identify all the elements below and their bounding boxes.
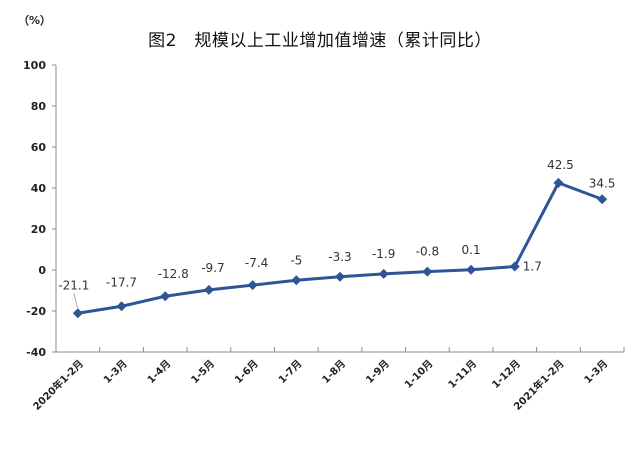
data-point-marker	[247, 280, 258, 291]
y-tick-label: 0	[38, 264, 46, 277]
data-label: -12.8	[158, 267, 189, 281]
x-tick-label: 1-7月	[276, 358, 304, 386]
y-tick-label: 60	[31, 141, 47, 154]
x-tick-label: 1-3月	[101, 358, 129, 386]
y-tick-label: -40	[26, 346, 46, 359]
y-tick-label: 40	[31, 182, 47, 195]
data-label: 34.5	[589, 176, 616, 190]
y-tick-label: 80	[31, 100, 47, 113]
data-label: -3.3	[328, 250, 351, 264]
x-tick-label: 1-10月	[402, 358, 435, 391]
data-label: 1.7	[523, 260, 542, 274]
data-point-marker	[335, 271, 345, 282]
data-point-marker	[553, 177, 564, 188]
data-label: -0.8	[416, 245, 439, 259]
x-tick-label: 1-6月	[232, 358, 260, 386]
x-tick-label: 1-9月	[363, 358, 391, 386]
data-label: -7.4	[245, 256, 268, 270]
x-tick-label: 1-5月	[189, 358, 217, 386]
data-point-marker	[160, 291, 171, 302]
x-tick-label: 1-12月	[490, 358, 523, 391]
data-label: -17.7	[106, 275, 137, 289]
data-point-marker	[597, 194, 608, 205]
x-tick-label: 1-4月	[145, 358, 173, 386]
data-point-marker	[72, 308, 83, 319]
leader-line	[73, 293, 79, 310]
x-tick-label: 1-11月	[446, 358, 479, 391]
data-point-marker	[466, 264, 477, 275]
data-point-marker	[509, 261, 520, 272]
data-line	[77, 181, 603, 315]
y-axis-unit: （%）	[18, 14, 52, 27]
x-tick-label: 1-8月	[320, 358, 348, 386]
data-label: -1.9	[372, 247, 395, 261]
x-tick-label: 2020年1-2月	[30, 357, 86, 413]
x-tick-label: 1-3月	[582, 358, 610, 386]
y-tick-label: -20	[26, 305, 46, 318]
data-label: -9.7	[201, 261, 224, 275]
data-point-marker	[378, 268, 389, 279]
data-label: -21.1	[58, 278, 89, 292]
y-tick-label: 20	[31, 223, 47, 236]
data-point-marker	[203, 284, 214, 295]
data-point-marker	[116, 301, 127, 312]
y-tick-label: 100	[23, 59, 46, 72]
data-point-marker	[291, 275, 302, 286]
data-label: 42.5	[547, 158, 574, 172]
data-label: -5	[290, 253, 302, 267]
data-label: 0.1	[462, 243, 481, 257]
chart-title: 图2 规模以上工业增加值增速（累计同比）	[148, 31, 492, 51]
data-point-marker	[422, 266, 433, 277]
